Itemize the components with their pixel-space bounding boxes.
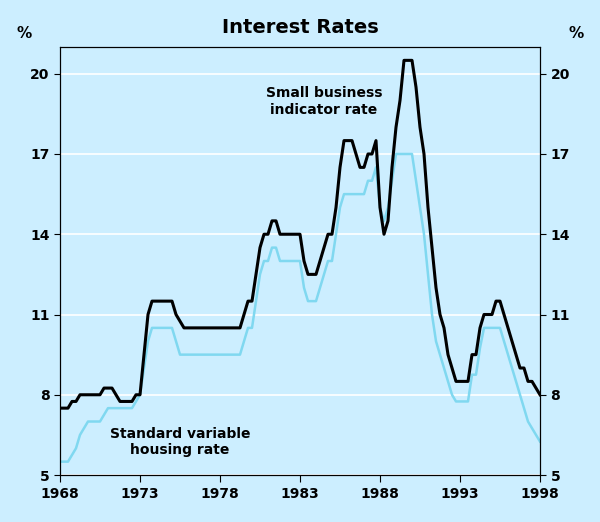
Text: %: %	[568, 26, 584, 41]
Text: Small business
indicator rate: Small business indicator rate	[266, 86, 382, 116]
Text: Standard variable
housing rate: Standard variable housing rate	[110, 427, 250, 457]
Title: Interest Rates: Interest Rates	[221, 18, 379, 37]
Text: %: %	[16, 26, 32, 41]
